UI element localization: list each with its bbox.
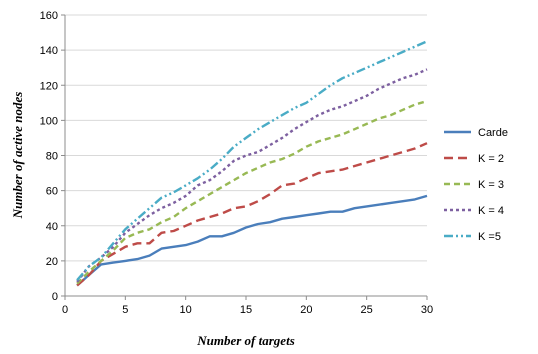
x-tick-label: 10 [180, 304, 192, 316]
x-tick-label: 5 [122, 304, 128, 316]
y-tick-label: 160 [40, 10, 58, 22]
series-line-2 [76, 142, 428, 287]
series-line-1 [76, 194, 428, 287]
axis-layer: 0 20 40 60 80 100 120 140 160 0 5 10 15 20 25 30 [40, 10, 433, 316]
x-tick-label: 30 [421, 304, 433, 316]
y-tick-label: 20 [46, 256, 58, 268]
legend-label: K = 3 [478, 179, 504, 191]
legend-label: K = 4 [478, 205, 504, 217]
series-line-4 [76, 68, 428, 283]
grid-layer [65, 14, 427, 262]
y-tick-label: 140 [40, 45, 58, 57]
y-tick-label: 40 [46, 221, 58, 233]
x-axis-title: Number of targets [196, 333, 295, 348]
legend-label: K =5 [478, 231, 501, 243]
y-tick-label: 120 [40, 80, 58, 92]
legend-label: K = 2 [478, 153, 504, 165]
series-layer [76, 40, 428, 287]
y-tick-label: 80 [46, 151, 58, 163]
x-tick-label: 0 [62, 304, 68, 316]
x-tick-label: 15 [240, 304, 252, 316]
x-tick-label: 20 [300, 304, 312, 316]
series-line-3 [76, 99, 428, 285]
legend: Carde K = 2 K = 3 K = 4 K =5 [444, 127, 508, 243]
y-tick-label: 60 [46, 186, 58, 198]
y-axis-title: Number of active nodes [10, 92, 25, 220]
legend-label: Carde [478, 127, 508, 139]
y-tick-label: 100 [40, 115, 58, 127]
series-line-5 [76, 40, 428, 281]
y-tick-label: 0 [52, 291, 58, 303]
x-tick-label: 25 [361, 304, 373, 316]
